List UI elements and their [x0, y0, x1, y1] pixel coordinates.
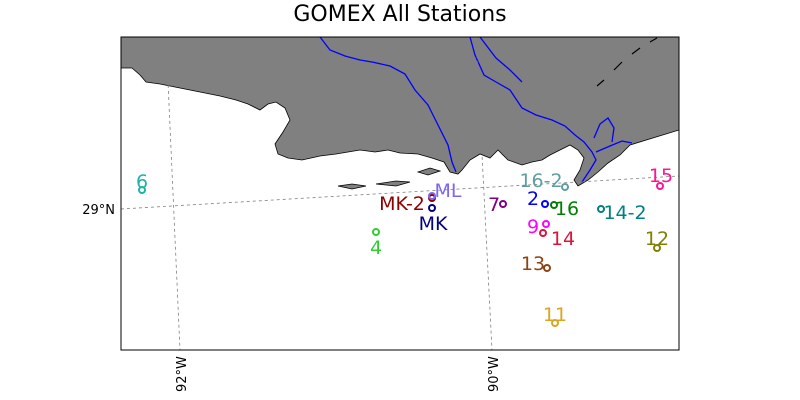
island — [375, 180, 411, 187]
island — [337, 183, 367, 190]
lat-tick-label: 29°N — [82, 203, 115, 218]
station-11[interactable]: 11 — [543, 304, 567, 327]
lon-tick-label: 90°W — [487, 356, 502, 392]
station-label: MK — [419, 213, 448, 235]
station-mk[interactable]: MK — [419, 204, 448, 235]
station-marker[interactable] — [543, 264, 551, 272]
station-marker[interactable] — [539, 229, 547, 237]
island — [596, 37, 658, 87]
station-label: 16-2 — [519, 170, 562, 192]
station-label: 16 — [555, 198, 579, 220]
river — [593, 117, 615, 143]
station-label: 7 — [488, 194, 500, 216]
station-16-2[interactable]: 16-2 — [519, 170, 569, 192]
station-label: 6 — [136, 171, 148, 193]
map-frame — [120, 36, 680, 351]
station-15[interactable]: 15 — [649, 165, 673, 190]
station-13[interactable]: 13 — [521, 253, 551, 275]
meridian-line — [165, 37, 181, 350]
station-label: 11 — [543, 304, 567, 326]
station-label: 13 — [521, 253, 545, 275]
river — [469, 37, 597, 183]
station-label: 15 — [649, 165, 673, 187]
station-4[interactable]: 4 — [370, 228, 382, 259]
station-label: 14 — [551, 228, 575, 250]
station-label: MK-2 — [379, 193, 425, 215]
station-marker[interactable] — [499, 200, 507, 208]
station-marker[interactable] — [428, 192, 436, 200]
station-7[interactable]: 7 — [488, 194, 507, 216]
station-marker[interactable] — [372, 228, 380, 236]
stations-layer: 6 4 MK-2 ML MK 7 16-22 16 9 14 14-215 12 13 11 — [136, 165, 673, 327]
river — [595, 140, 633, 153]
lon-tick-label: 92°W — [175, 356, 190, 392]
station-marker[interactable] — [653, 244, 661, 252]
station-6[interactable]: 6 — [136, 171, 148, 194]
station-marker[interactable] — [656, 182, 664, 190]
river — [319, 37, 457, 173]
station-12[interactable]: 12 — [645, 228, 669, 252]
station-marker[interactable] — [597, 205, 605, 213]
station-label: 9 — [527, 216, 539, 238]
station-14[interactable]: 14 — [539, 228, 575, 250]
station-marker[interactable] — [550, 201, 558, 209]
station-marker[interactable] — [551, 319, 559, 327]
land-mass — [121, 37, 679, 187]
station-14-2[interactable]: 14-2 — [597, 202, 647, 224]
map-title: GOMEX All Stations — [293, 2, 507, 27]
station-label: ML — [435, 180, 462, 202]
station-marker[interactable] — [428, 204, 436, 212]
station-ml[interactable]: ML — [428, 180, 462, 202]
station-16[interactable]: 16 — [550, 198, 579, 220]
station-marker[interactable] — [561, 183, 569, 191]
station-2[interactable]: 2 — [527, 188, 549, 210]
station-9[interactable]: 9 — [527, 216, 550, 238]
meridian-line — [475, 37, 493, 350]
river — [479, 37, 523, 83]
station-label: 14-2 — [603, 202, 646, 224]
station-label: 2 — [527, 188, 539, 210]
station-marker[interactable] — [542, 220, 550, 228]
station-marker[interactable] — [541, 200, 549, 208]
station-label: 12 — [645, 228, 669, 250]
island — [416, 167, 442, 176]
station-label: 4 — [370, 237, 382, 259]
station-marker[interactable] — [138, 186, 146, 194]
